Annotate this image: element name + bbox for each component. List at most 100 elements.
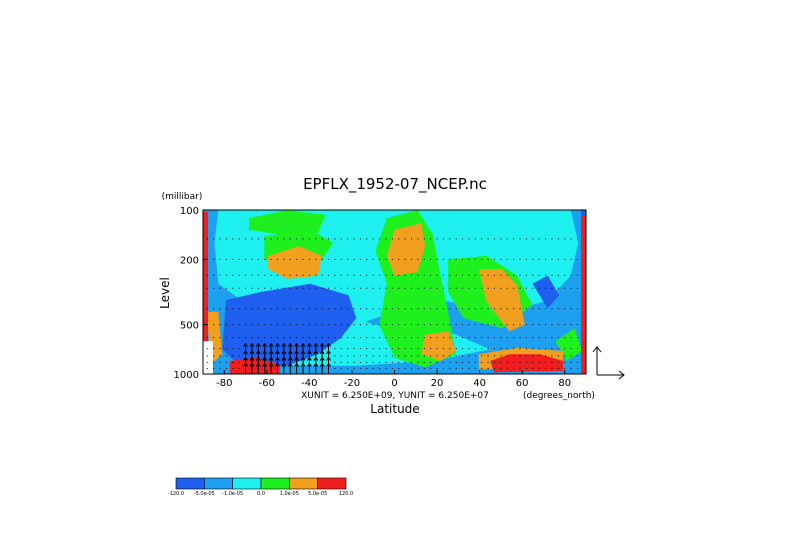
vector-point xyxy=(308,287,310,289)
vector-point xyxy=(462,258,464,260)
vector-point xyxy=(219,348,221,350)
vector-point xyxy=(462,361,464,363)
vector-point xyxy=(366,355,368,357)
vector-point xyxy=(551,361,553,363)
vector-point xyxy=(372,337,374,339)
vector-point xyxy=(449,348,451,350)
vector-point xyxy=(576,367,578,369)
vector-point xyxy=(379,324,381,326)
vector-point xyxy=(353,258,355,260)
vector-point xyxy=(232,361,234,363)
vector-point xyxy=(500,274,502,276)
vector-point xyxy=(532,258,534,260)
vector-point xyxy=(455,258,457,260)
vector-point xyxy=(251,258,253,260)
vector-point xyxy=(538,361,540,363)
vector-arrow-head xyxy=(326,362,331,367)
vector-point xyxy=(391,337,393,339)
vector-point xyxy=(289,274,291,276)
vector-point xyxy=(500,287,502,289)
vector-point xyxy=(525,308,527,310)
vector-point xyxy=(436,308,438,310)
vector-point xyxy=(423,287,425,289)
contour-field xyxy=(203,210,586,374)
vector-point xyxy=(366,337,368,339)
vector-point xyxy=(219,361,221,363)
vector-point xyxy=(500,258,502,260)
vector-point xyxy=(347,324,349,326)
vector-point xyxy=(398,337,400,339)
vector-point xyxy=(423,367,425,369)
vector-point xyxy=(417,238,419,240)
y-tick-label: 200 xyxy=(180,255,199,266)
vector-point xyxy=(238,274,240,276)
vector-point xyxy=(545,308,547,310)
vector-point xyxy=(328,258,330,260)
vector-arrow-head xyxy=(313,342,319,347)
vector-point xyxy=(532,324,534,326)
vector-point xyxy=(404,258,406,260)
colorbar: -120.0 -5.0e-05 -1.0e-05 0.0 1.0e-05 5.0e-05 1… xyxy=(168,477,353,497)
contour-region-strong-negative xyxy=(222,283,357,368)
vector-point xyxy=(481,324,483,326)
vector-point xyxy=(545,274,547,276)
vector-point xyxy=(551,287,553,289)
vector-arrow-head xyxy=(281,362,287,367)
vector-arrow-head xyxy=(300,362,306,367)
vector-arrow-head xyxy=(275,349,280,355)
colorbar-label: 1.0e-05 xyxy=(280,491,299,497)
vector-point xyxy=(513,324,515,326)
vector-point xyxy=(462,274,464,276)
vector-point xyxy=(308,324,310,326)
vector-point xyxy=(436,348,438,350)
vector-point xyxy=(449,274,451,276)
vector-point xyxy=(494,274,496,276)
vector-point xyxy=(270,274,272,276)
vector-point xyxy=(474,308,476,310)
vector-point xyxy=(289,287,291,289)
vector-point xyxy=(430,348,432,350)
y-tick-label: 100 xyxy=(180,206,199,217)
vector-point xyxy=(353,361,355,363)
vector-point xyxy=(206,337,208,339)
vector-point xyxy=(557,287,559,289)
vector-point xyxy=(391,367,393,369)
vector-point xyxy=(347,361,349,363)
contour-region-positive xyxy=(478,269,525,332)
y-tick-label: 500 xyxy=(180,321,199,332)
vector-point xyxy=(283,238,285,240)
x-tick-label: -80 xyxy=(216,378,232,389)
vector-point xyxy=(270,238,272,240)
vector-point xyxy=(462,308,464,310)
vector-point xyxy=(455,355,457,357)
vector-point xyxy=(519,238,521,240)
vector-point xyxy=(430,324,432,326)
vector-point xyxy=(398,324,400,326)
vector-point xyxy=(251,287,253,289)
vector-point xyxy=(353,348,355,350)
vector-point xyxy=(276,238,278,240)
vector-point xyxy=(513,367,515,369)
vector-point xyxy=(219,367,221,369)
vector-point xyxy=(251,238,253,240)
vector-point xyxy=(525,348,527,350)
vector-point xyxy=(385,348,387,350)
vector-point xyxy=(538,337,540,339)
vector-point xyxy=(385,274,387,276)
vector-point xyxy=(328,238,330,240)
vector-point xyxy=(206,258,208,260)
vector-point xyxy=(379,361,381,363)
vector-point xyxy=(436,337,438,339)
vector-point xyxy=(551,238,553,240)
vector-point xyxy=(519,308,521,310)
vector-point xyxy=(411,324,413,326)
y-axis-label: Level xyxy=(158,277,172,309)
vector-arrow-head xyxy=(255,342,261,347)
vector-arrow-head xyxy=(262,362,268,367)
vector-point xyxy=(442,367,444,369)
vector-point xyxy=(321,258,323,260)
vector-point xyxy=(296,287,298,289)
vector-point xyxy=(391,274,393,276)
vector-point xyxy=(494,361,496,363)
